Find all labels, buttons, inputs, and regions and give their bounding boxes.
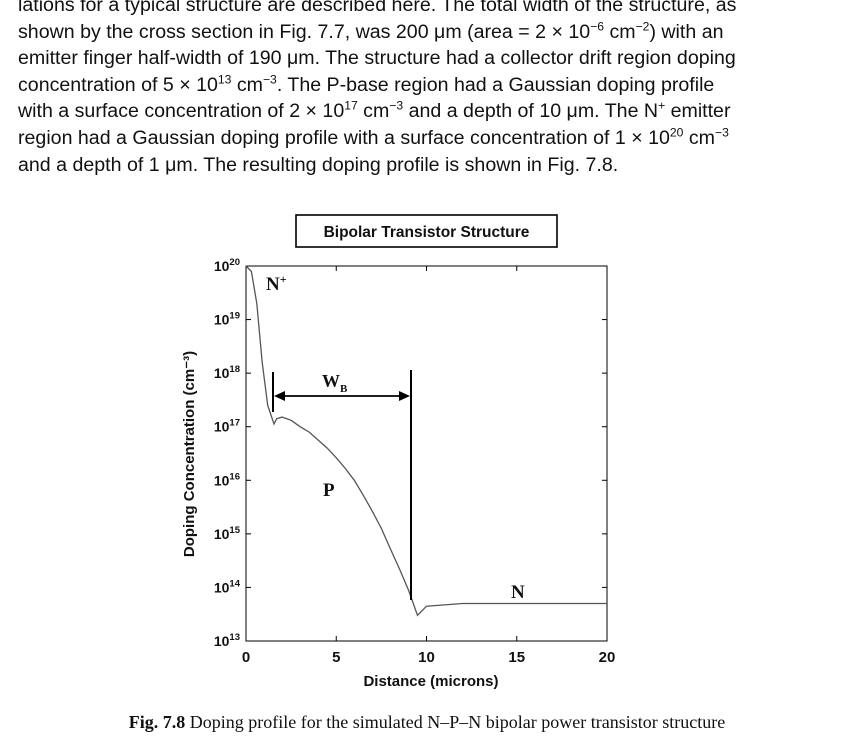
x-tick-label: 0: [242, 649, 250, 666]
text-run: cm: [357, 100, 390, 123]
y-tick-label: 1020: [214, 257, 240, 274]
x-tick-label: 20: [599, 649, 616, 666]
text-run: region had a Gaussian doping profile wit…: [18, 126, 670, 149]
y-tick-label: 1017: [214, 418, 240, 435]
x-axis-ticks: 0 5 10 15 20: [242, 266, 616, 666]
label-n-plus: N+: [266, 272, 287, 295]
y-axis-ticks: 1020 1019 1018 1017 1016 1015 1014 1013: [214, 257, 607, 649]
text-run: concentration of 5 × 10: [18, 73, 218, 96]
text-run: emitter: [665, 100, 731, 123]
paragraph-line: lations for a typical structure are desc…: [18, 0, 737, 16]
y-tick-label: 1015: [214, 525, 241, 542]
superscript: 17: [344, 98, 358, 113]
y-tick-label: 1013: [214, 632, 240, 649]
paragraph-line: region had a Gaussian doping profile wit…: [18, 125, 840, 152]
superscript: −3: [715, 125, 729, 140]
figure-caption: Fig. 7.8 Doping profile for the simulate…: [0, 712, 854, 733]
paragraph-line: with a surface concentration of 2 × 1017…: [18, 98, 840, 125]
text-run: ) with an: [649, 20, 724, 43]
label-wb: WB: [322, 371, 348, 395]
y-axis-label: Doping Concentration (cm⁻³): [181, 351, 198, 557]
x-tick-label: 10: [418, 649, 435, 666]
chart-title: Bipolar Transistor Structure: [324, 224, 530, 241]
superscript: −2: [635, 19, 650, 34]
superscript: 13: [217, 72, 232, 87]
superscript: 20: [669, 125, 684, 140]
caption-label: Fig. 7.8: [128, 712, 186, 732]
text-run: cm: [231, 73, 263, 96]
y-tick-label: 1019: [214, 311, 240, 328]
paragraph-line: emitter finger half-width of 190 μm. The…: [18, 47, 736, 70]
text-run: . The P-base region had a Gaussian dopin…: [276, 73, 715, 96]
superscript: −3: [262, 72, 277, 87]
plot-frame: [245, 265, 608, 642]
label-p: P: [323, 480, 335, 501]
y-tick-label: 1016: [214, 471, 240, 488]
chart-title-box: [295, 214, 558, 248]
superscript: −3: [389, 98, 404, 113]
caption-text: Doping profile for the simulated N–P–N b…: [185, 712, 726, 732]
x-axis-label: Distance (microns): [363, 673, 498, 690]
paragraph-line: shown by the cross section in Fig. 7.7, …: [18, 19, 840, 46]
paragraph-line: concentration of 5 × 1013 cm−3. The P-ba…: [18, 72, 840, 99]
wb-arrow-left-head: [274, 391, 285, 401]
y-tick-label: 1018: [214, 364, 240, 381]
x-tick-label: 15: [508, 649, 525, 666]
text-run: cm: [604, 20, 636, 43]
superscript: −6: [590, 19, 605, 34]
text-run: cm: [683, 126, 715, 149]
body-paragraph: lations for a typical structure are desc…: [18, 0, 840, 178]
text-run: shown by the cross section in Fig. 7.7, …: [18, 20, 591, 43]
superscript: +: [658, 98, 666, 113]
label-n: N: [511, 582, 525, 603]
y-tick-label: 1014: [214, 578, 241, 595]
doping-curve: [245, 265, 607, 617]
x-tick-label: 5: [332, 649, 340, 666]
wb-arrow-right-head: [399, 391, 410, 401]
text-run: with a surface concentration of 2 × 10: [18, 100, 345, 123]
text-run: and a depth of 10 μm. The N: [403, 100, 659, 123]
paragraph-line: and a depth of 1 μm. The resulting dopin…: [18, 153, 619, 176]
